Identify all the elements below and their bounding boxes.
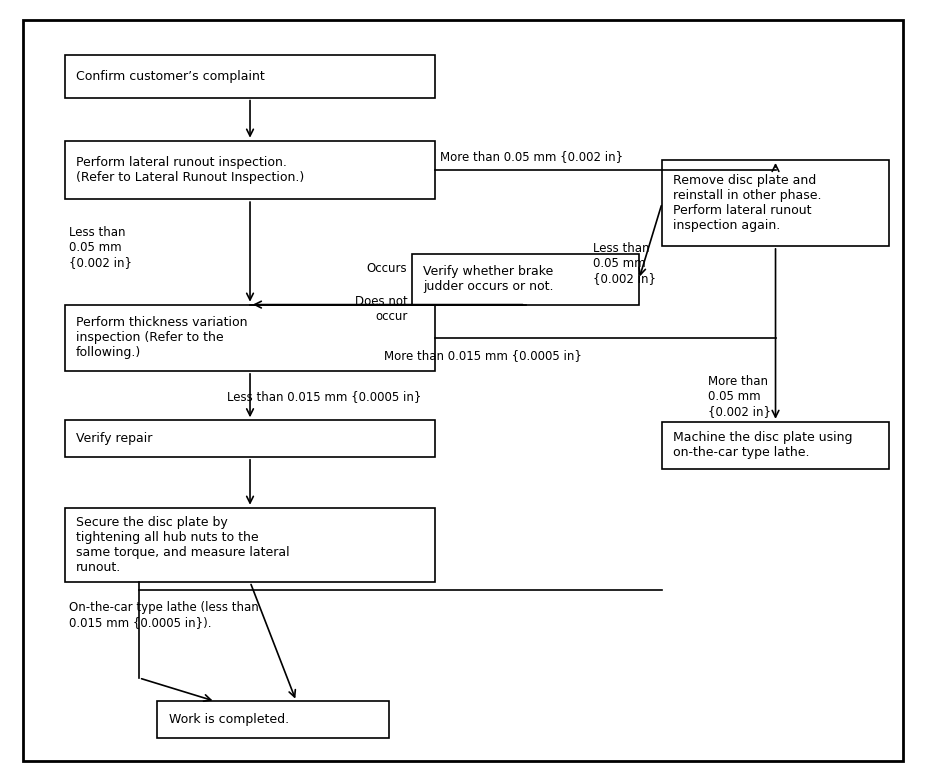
FancyBboxPatch shape	[412, 254, 639, 305]
FancyBboxPatch shape	[65, 141, 435, 199]
Text: Occurs: Occurs	[367, 262, 407, 275]
Text: Confirm customer’s complaint: Confirm customer’s complaint	[76, 70, 265, 83]
FancyBboxPatch shape	[23, 20, 903, 761]
Text: Machine the disc plate using
on-the-car type lathe.: Machine the disc plate using on-the-car …	[673, 431, 853, 459]
Text: Does not
occur: Does not occur	[355, 295, 407, 323]
Text: Remove disc plate and
reinstall in other phase.
Perform lateral runout
inspectio: Remove disc plate and reinstall in other…	[673, 174, 821, 232]
Text: On-the-car type lathe (less than
0.015 mm {0.0005 in}).: On-the-car type lathe (less than 0.015 m…	[69, 601, 259, 629]
Text: Less than
0.05 mm
{0.002 in}: Less than 0.05 mm {0.002 in}	[69, 226, 132, 269]
Text: Less than 0.015 mm {0.0005 in}: Less than 0.015 mm {0.0005 in}	[227, 390, 421, 404]
Text: More than 0.015 mm {0.0005 in}: More than 0.015 mm {0.0005 in}	[384, 349, 582, 362]
FancyBboxPatch shape	[65, 305, 435, 371]
Text: Verify whether brake
judder occurs or not.: Verify whether brake judder occurs or no…	[423, 266, 554, 293]
Text: More than
0.05 mm
{0.002 in}: More than 0.05 mm {0.002 in}	[708, 375, 771, 418]
Text: Verify repair: Verify repair	[76, 432, 152, 445]
Text: Work is completed.: Work is completed.	[169, 713, 289, 726]
FancyBboxPatch shape	[65, 55, 435, 98]
Text: More than 0.05 mm {0.002 in}: More than 0.05 mm {0.002 in}	[440, 150, 623, 162]
FancyBboxPatch shape	[662, 422, 889, 469]
FancyBboxPatch shape	[662, 160, 889, 246]
Text: Perform lateral runout inspection.
(Refer to Lateral Runout Inspection.): Perform lateral runout inspection. (Refe…	[76, 156, 304, 184]
FancyBboxPatch shape	[157, 701, 389, 738]
FancyBboxPatch shape	[65, 420, 435, 457]
Text: Less than
0.05 mm
{0.002 in}: Less than 0.05 mm {0.002 in}	[593, 242, 656, 285]
FancyBboxPatch shape	[65, 508, 435, 582]
Text: Secure the disc plate by
tightening all hub nuts to the
same torque, and measure: Secure the disc plate by tightening all …	[76, 515, 290, 574]
Text: Perform thickness variation
inspection (Refer to the
following.): Perform thickness variation inspection (…	[76, 316, 247, 359]
